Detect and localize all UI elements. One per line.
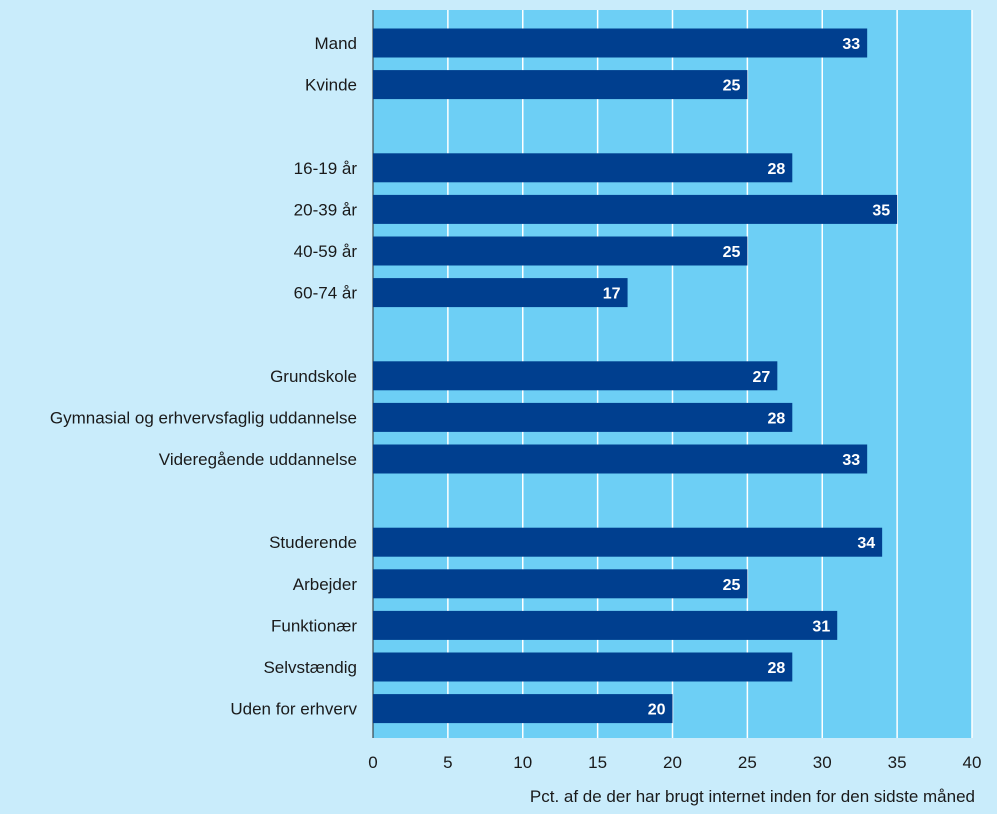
- bar-value-label: 25: [723, 78, 741, 95]
- bar-value-label: 27: [753, 369, 771, 386]
- bar-value-label: 34: [857, 535, 875, 552]
- bar: [373, 236, 748, 266]
- bar: [373, 527, 883, 557]
- x-tick-label: 10: [513, 753, 532, 772]
- bar-value-label: 33: [842, 36, 860, 53]
- bar-value-label: 17: [603, 286, 621, 303]
- x-tick-label: 25: [738, 753, 757, 772]
- bar-value-label: 28: [768, 161, 786, 178]
- x-tick-label: 0: [368, 753, 377, 772]
- bar-value-label: 20: [648, 702, 666, 719]
- bar: [373, 444, 868, 474]
- category-label: 60-74 år: [294, 284, 358, 303]
- bar: [373, 194, 898, 224]
- bars: 33 25 28 35 25 17 27 28 33 34 25 31 28 20: [373, 28, 898, 724]
- category-label: Arbejder: [293, 575, 358, 594]
- x-tick-label: 35: [888, 753, 907, 772]
- bar-value-label: 25: [723, 244, 741, 261]
- x-axis-ticks: 0 5 10 15 20 25 30 35 40: [368, 753, 981, 772]
- bar: [373, 153, 793, 183]
- bar: [373, 402, 793, 432]
- bar-value-label: 25: [723, 577, 741, 594]
- bar-value-label: 31: [812, 618, 830, 635]
- bar-value-label: 28: [768, 660, 786, 677]
- bar-value-label: 35: [872, 202, 890, 219]
- bar: [373, 610, 838, 640]
- bar: [373, 361, 778, 391]
- category-label: Uden for erhverv: [230, 700, 357, 719]
- bar: [373, 694, 673, 724]
- bar: [373, 70, 748, 100]
- bar-value-label: 28: [768, 410, 786, 427]
- category-label: Mand: [314, 34, 357, 53]
- category-labels: Mand Kvinde 16-19 år 20-39 år 40-59 år 60-74 …: [50, 34, 358, 719]
- x-axis-title: Pct. af de der har brugt internet inden …: [530, 787, 975, 806]
- category-label: Selvstændig: [263, 658, 357, 677]
- x-tick-label: 20: [663, 753, 682, 772]
- bar-value-label: 33: [842, 452, 860, 469]
- category-label: 20-39 år: [294, 200, 358, 219]
- bar: [373, 28, 868, 58]
- x-tick-label: 40: [963, 753, 982, 772]
- category-label: Videregående uddannelse: [159, 450, 357, 469]
- bar: [373, 652, 793, 682]
- category-label: Grundskole: [270, 367, 357, 386]
- x-tick-label: 15: [588, 753, 607, 772]
- bar: [373, 569, 748, 599]
- category-label: Studerende: [269, 533, 357, 552]
- category-label: Funktionær: [271, 616, 357, 635]
- x-tick-label: 30: [813, 753, 832, 772]
- category-label: 40-59 år: [294, 242, 358, 261]
- x-tick-label: 5: [443, 753, 452, 772]
- bar: [373, 278, 628, 308]
- category-label: Gymnasial og erhvervsfaglig uddannelse: [50, 408, 357, 427]
- category-label: 16-19 år: [294, 159, 358, 178]
- category-label: Kvinde: [305, 76, 357, 95]
